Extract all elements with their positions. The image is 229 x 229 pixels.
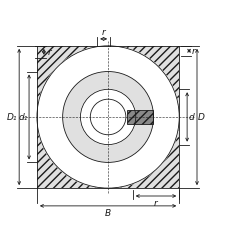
Text: D: D [197, 113, 204, 122]
Text: d₁: d₁ [19, 113, 28, 122]
Text: r: r [191, 47, 195, 56]
Text: r: r [48, 48, 51, 57]
Text: B: B [105, 208, 111, 217]
Circle shape [90, 100, 125, 135]
Bar [37, 47, 178, 188]
Bar [37, 47, 178, 188]
Bar [126, 111, 152, 124]
Circle shape [37, 47, 178, 188]
Text: D₁: D₁ [7, 113, 17, 122]
Circle shape [80, 90, 135, 145]
Bar [37, 47, 178, 188]
Text: r: r [101, 28, 105, 37]
Wedge shape [62, 72, 153, 163]
Text: d: d [187, 113, 193, 122]
Text: r: r [153, 198, 157, 207]
